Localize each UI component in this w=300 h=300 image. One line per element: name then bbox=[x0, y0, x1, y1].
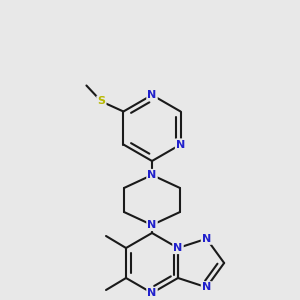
Text: N: N bbox=[202, 234, 211, 244]
Text: N: N bbox=[176, 140, 185, 149]
Text: N: N bbox=[147, 220, 157, 230]
Text: S: S bbox=[98, 97, 105, 106]
Text: N: N bbox=[173, 243, 183, 253]
Text: N: N bbox=[147, 170, 157, 180]
Text: N: N bbox=[202, 282, 211, 292]
Text: N: N bbox=[147, 90, 157, 100]
Text: N: N bbox=[147, 288, 157, 298]
